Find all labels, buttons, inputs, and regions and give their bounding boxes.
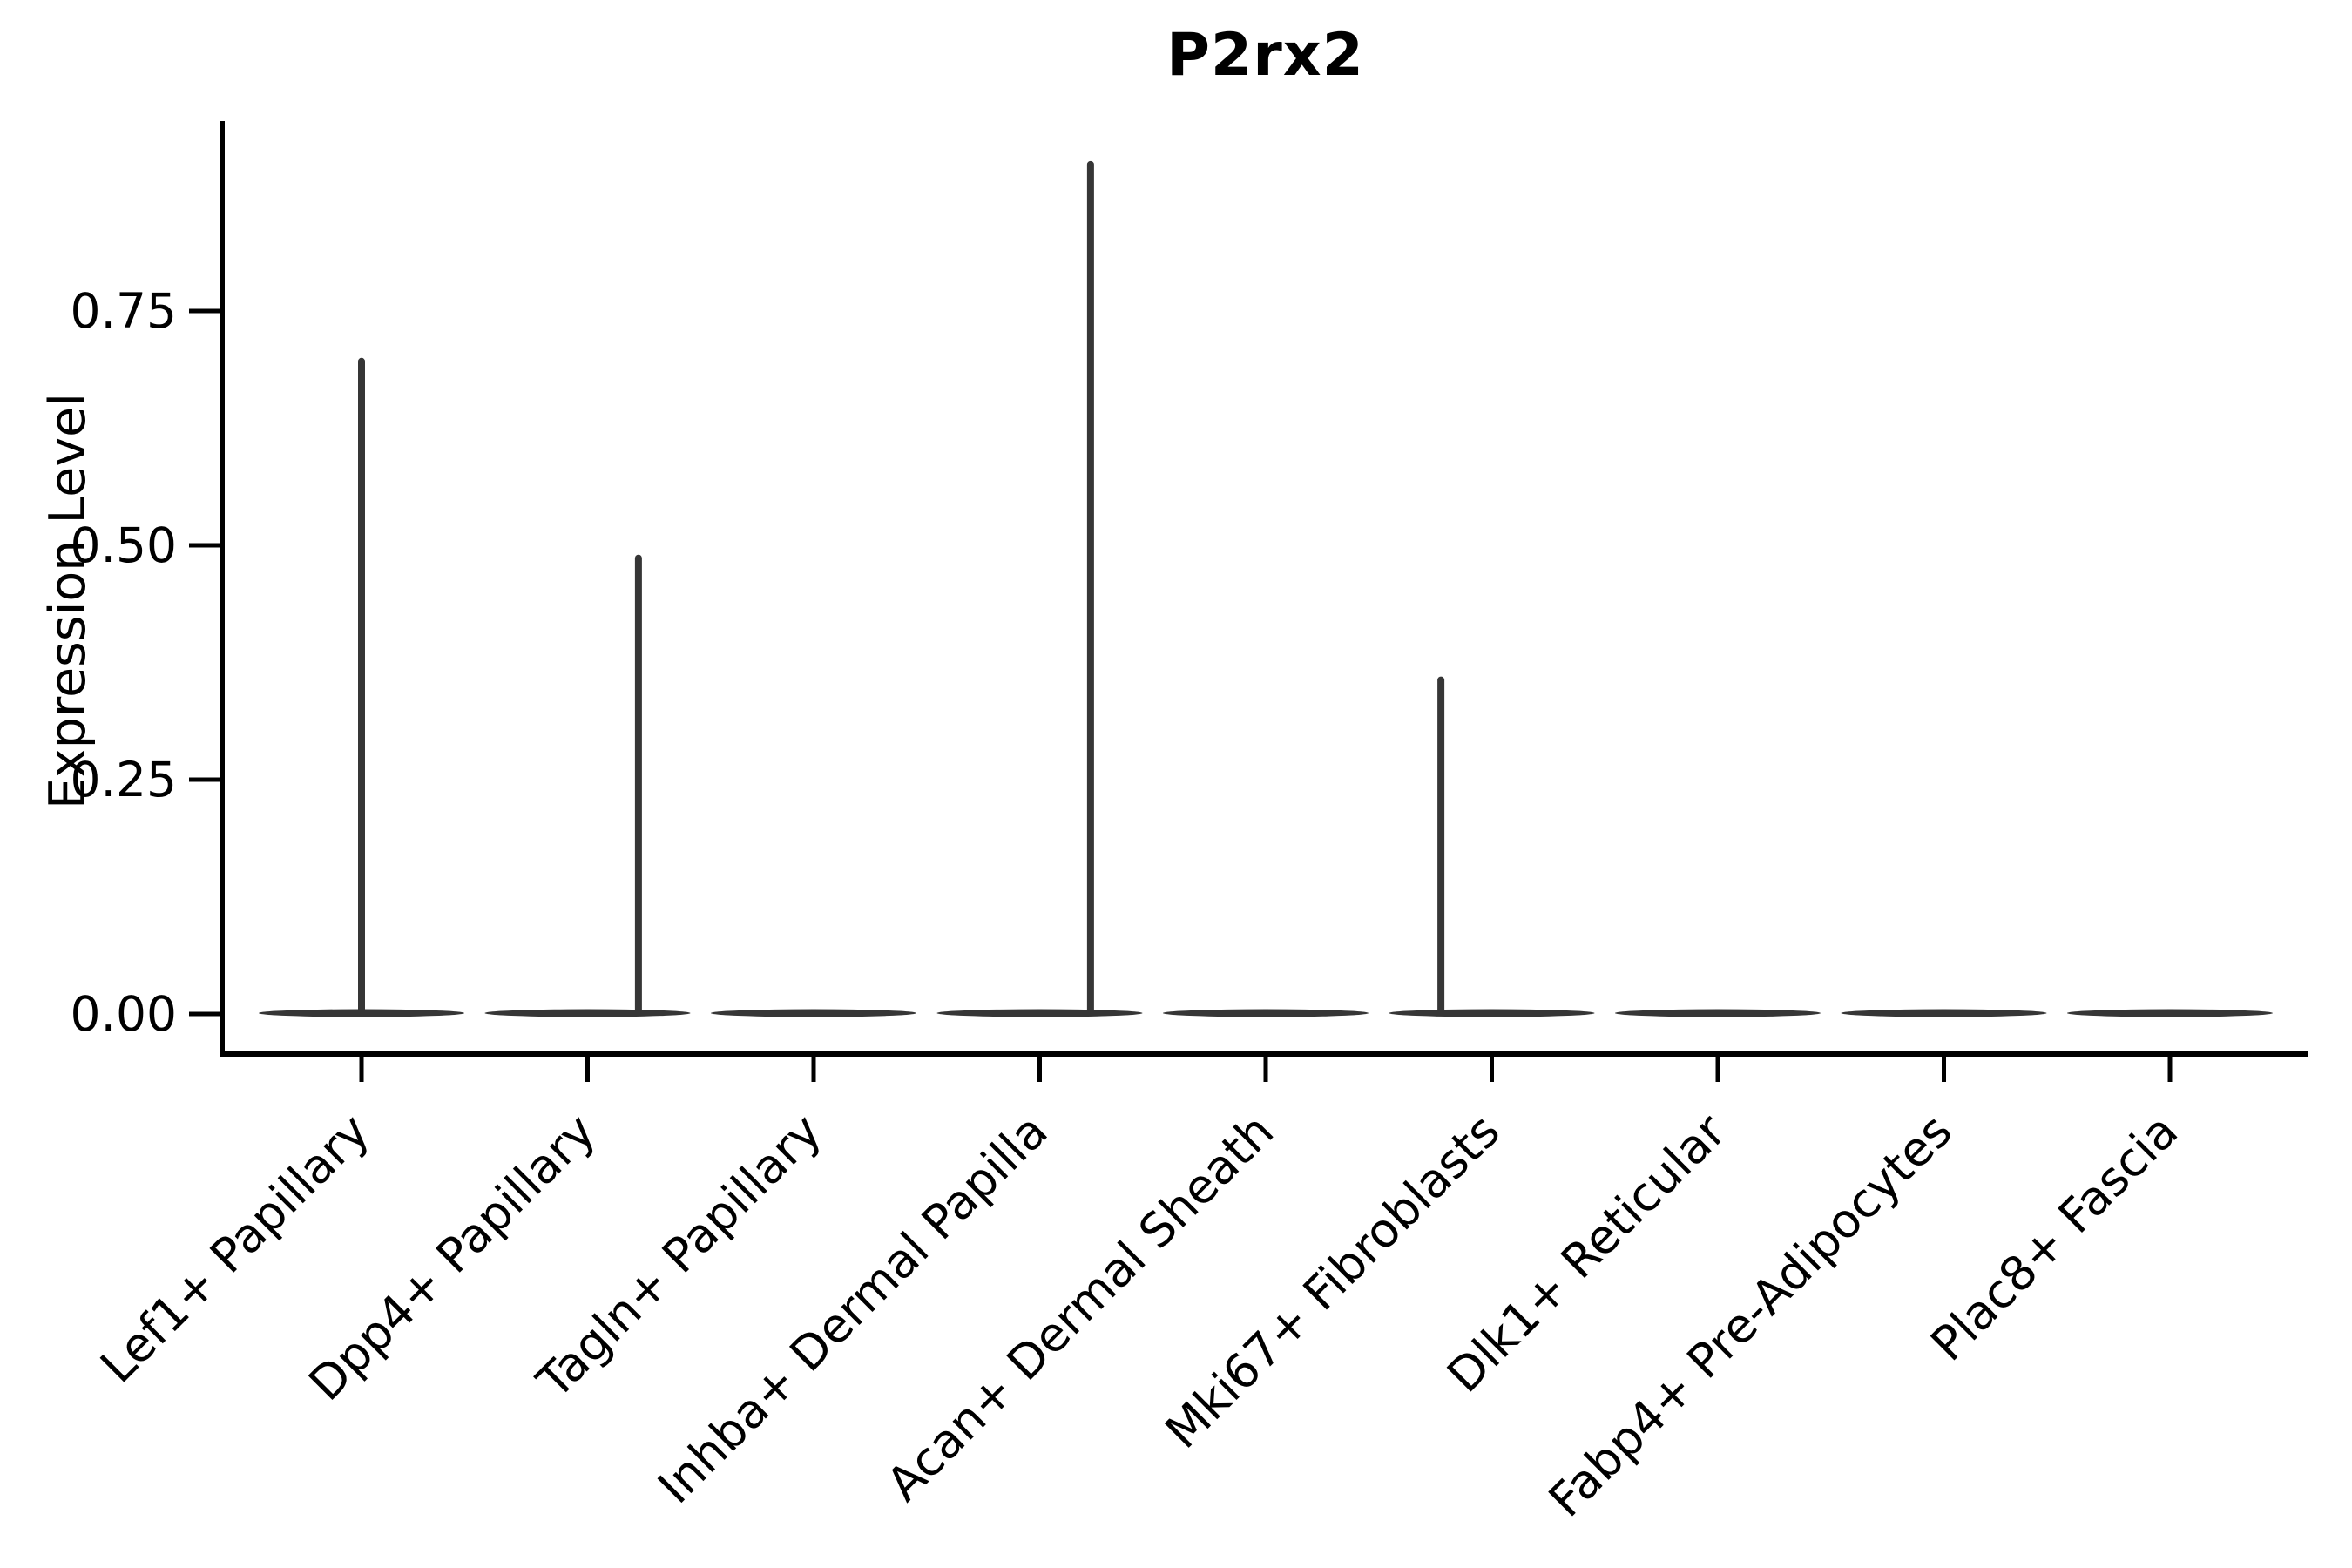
y-axis-label: Expression Level bbox=[39, 393, 97, 809]
violin-zero-band-inhba-dermal-papilla bbox=[936, 1009, 1143, 1017]
x-tick-label-acan-dermal-sheath: Acan+ Dermal Sheath bbox=[876, 1104, 1284, 1511]
violin-zero-band-plac8-fascia bbox=[2067, 1009, 2273, 1017]
y-tick-label-0.25: 0.25 bbox=[71, 752, 177, 808]
violin-zero-band-fabp4-pre-adipocytes bbox=[1841, 1009, 2047, 1017]
chart-title: P2rx2 bbox=[1166, 21, 1364, 90]
y-tick-label-0.00: 0.00 bbox=[71, 986, 177, 1042]
violin-zero-band-acan-dermal-sheath bbox=[1163, 1009, 1369, 1017]
violin-zero-band-tagln-papillary bbox=[711, 1009, 916, 1017]
violin-zero-band-dlk1-reticular bbox=[1615, 1009, 1821, 1017]
violin-zero-band-mki67-fibroblasts bbox=[1389, 1009, 1595, 1017]
x-tick-label-fabp4-pre-adipocytes: Fabp4+ Pre-Adipocytes bbox=[1538, 1104, 1963, 1528]
y-tick-label-0.75: 0.75 bbox=[71, 283, 177, 339]
y-tick-label-0.50: 0.50 bbox=[71, 517, 177, 573]
violin-zero-band-dpp4-papillary bbox=[484, 1009, 691, 1017]
x-tick-label-inhba-dermal-papilla: Inhba+ Dermal Papilla bbox=[647, 1104, 1058, 1514]
